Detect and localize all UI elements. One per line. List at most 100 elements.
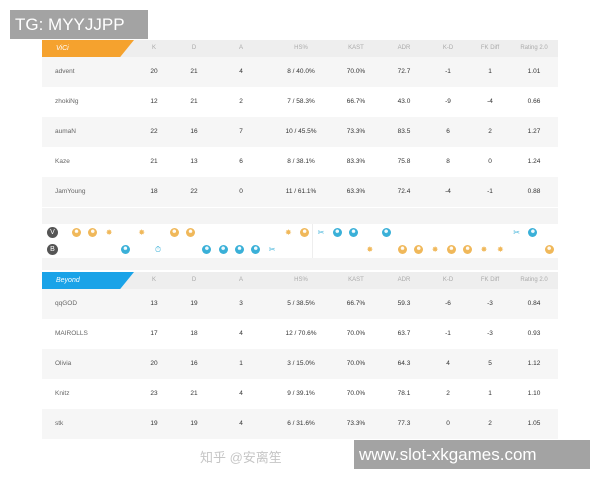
player-name[interactable]: Knitz xyxy=(55,390,70,397)
stat-cell: -1 xyxy=(445,68,451,75)
player-name[interactable]: stk xyxy=(55,420,64,427)
table-header: Beyond K D A HS% KAST ADR K-D FK Diff Rating 2.0 xyxy=(42,272,558,289)
table-row: Knitz 23 21 4 9 / 39.1% 70.0% 78.1 2 1 1.10 xyxy=(42,379,558,409)
stat-cell: 22 xyxy=(190,188,198,195)
stat-cell: 1 xyxy=(239,360,243,367)
column-header[interactable]: K-D xyxy=(442,45,454,51)
skull-icon: ☻ xyxy=(235,245,244,254)
column-header[interactable]: HS% xyxy=(294,277,308,283)
table-row: stk 19 19 4 6 / 31.6% 73.3% 77.3 0 2 1.05 xyxy=(42,409,558,439)
stat-cell: 1.24 xyxy=(527,158,541,165)
skull-icon: ☻ xyxy=(463,245,473,254)
stat-cell: 10 / 45.5% xyxy=(285,128,317,135)
stat-cell: 4 xyxy=(239,330,243,337)
stat-cell: 6 xyxy=(446,128,450,135)
stat-cell: 19 xyxy=(190,300,198,307)
stat-cell: 83.3% xyxy=(346,158,366,165)
stat-cell: 83.5 xyxy=(397,128,411,135)
column-header[interactable]: HS% xyxy=(294,45,308,51)
skull-icon: ☻ xyxy=(169,228,179,237)
stat-cell: 19 xyxy=(150,420,158,427)
column-header[interactable]: FK Diff xyxy=(480,277,500,283)
player-name[interactable]: advent xyxy=(55,68,75,75)
stat-cell: -9 xyxy=(445,98,451,105)
stat-cell: 2 xyxy=(446,390,450,397)
stat-cell: 7 xyxy=(239,128,243,135)
stat-cell: 0 xyxy=(446,420,450,427)
stat-cell: 0 xyxy=(488,158,492,165)
stat-cell: -4 xyxy=(445,188,451,195)
stat-cell: 20 xyxy=(150,68,158,75)
stat-cell: 63.3% xyxy=(346,188,366,195)
stat-cell: -3 xyxy=(487,330,493,337)
column-header[interactable]: A xyxy=(238,277,244,283)
stat-cell: 4 xyxy=(239,420,243,427)
player-name[interactable]: JamYoung xyxy=(55,188,86,195)
stat-cell: 1.05 xyxy=(527,420,541,427)
column-header[interactable]: K-D xyxy=(442,277,454,283)
team2-logo-icon: B xyxy=(47,244,58,255)
column-header[interactable]: FK Diff xyxy=(480,45,500,51)
stat-cell: 0.93 xyxy=(527,330,541,337)
stat-cell: 17 xyxy=(150,330,158,337)
defuse-icon: ✂ xyxy=(268,245,276,254)
stat-cell: 77.3 xyxy=(397,420,411,427)
column-header[interactable]: D xyxy=(191,45,197,51)
column-header[interactable]: A xyxy=(238,45,244,51)
stat-cell: 7 / 58.3% xyxy=(287,98,315,105)
timer-icon: ⏱ xyxy=(154,245,162,254)
bomb-icon: ✸ xyxy=(431,245,439,254)
skull-icon: ☻ xyxy=(528,228,538,237)
stat-cell: 0.66 xyxy=(527,98,541,105)
stat-cell: 64.3 xyxy=(397,360,411,367)
stat-cell: -6 xyxy=(445,300,451,307)
player-name[interactable]: qqGOD xyxy=(55,300,78,307)
skull-icon: ☻ xyxy=(218,245,228,254)
player-name[interactable]: zhokiNg xyxy=(55,98,79,105)
halftime-divider xyxy=(312,224,313,258)
stat-cell: 12 xyxy=(150,98,158,105)
player-name[interactable]: MAIROLLS xyxy=(55,330,88,337)
stat-cell: 1 xyxy=(488,68,492,75)
bomb-icon: ✸ xyxy=(138,228,146,237)
stat-cell: 1.01 xyxy=(527,68,541,75)
bomb-icon: ✸ xyxy=(105,228,113,237)
stat-cell: 0 xyxy=(239,188,243,195)
watermark: 知乎 @安离笙 xyxy=(200,450,282,465)
table-row: advent 20 21 4 8 / 40.0% 70.0% 72.7 -1 1 1.01 xyxy=(42,57,558,87)
stat-cell: 63.7 xyxy=(397,330,411,337)
skull-icon: ☻ xyxy=(88,228,98,237)
column-header[interactable]: K xyxy=(151,277,157,283)
stat-cell: 2 xyxy=(488,128,492,135)
column-header[interactable]: D xyxy=(191,277,197,283)
column-header[interactable]: Rating 2.0 xyxy=(520,277,548,283)
stat-cell: 73.3% xyxy=(346,420,366,427)
stat-cell: 21 xyxy=(150,158,158,165)
skull-icon: ☻ xyxy=(300,228,310,237)
column-header[interactable]: KAST xyxy=(348,45,364,51)
stat-cell: 19 xyxy=(190,420,198,427)
stat-cell: 4 xyxy=(446,360,450,367)
player-name[interactable]: aumaN xyxy=(55,128,76,135)
scoreboard-1: Beyond K D A HS% KAST ADR K-D FK Diff Rating 2.0 q… xyxy=(42,272,558,439)
column-header[interactable]: Rating 2.0 xyxy=(520,45,548,51)
skull-icon: ☻ xyxy=(186,228,196,237)
bomb-icon: ✸ xyxy=(366,245,374,254)
column-header[interactable]: ADR xyxy=(397,277,411,283)
column-header[interactable]: KAST xyxy=(348,277,364,283)
stat-cell: 70.0% xyxy=(346,68,366,75)
stat-cell: 23 xyxy=(150,390,158,397)
player-name[interactable]: Kaze xyxy=(55,158,70,165)
player-name[interactable]: Olivia xyxy=(55,360,72,367)
stat-cell: -3 xyxy=(487,300,493,307)
column-header[interactable]: ADR xyxy=(397,45,411,51)
bomb-icon: ✸ xyxy=(480,245,488,254)
column-header[interactable]: K xyxy=(151,45,157,51)
stat-cell: 4 xyxy=(239,390,243,397)
skull-icon: ☻ xyxy=(332,228,342,237)
stat-cell: 70.0% xyxy=(346,360,366,367)
scoreboard-0: ViCi K D A HS% KAST ADR K-D FK Diff Rating 2.0 adv… xyxy=(42,40,558,207)
stat-cell: -1 xyxy=(487,188,493,195)
stat-cell: -1 xyxy=(445,330,451,337)
team-name: Beyond xyxy=(42,272,134,289)
